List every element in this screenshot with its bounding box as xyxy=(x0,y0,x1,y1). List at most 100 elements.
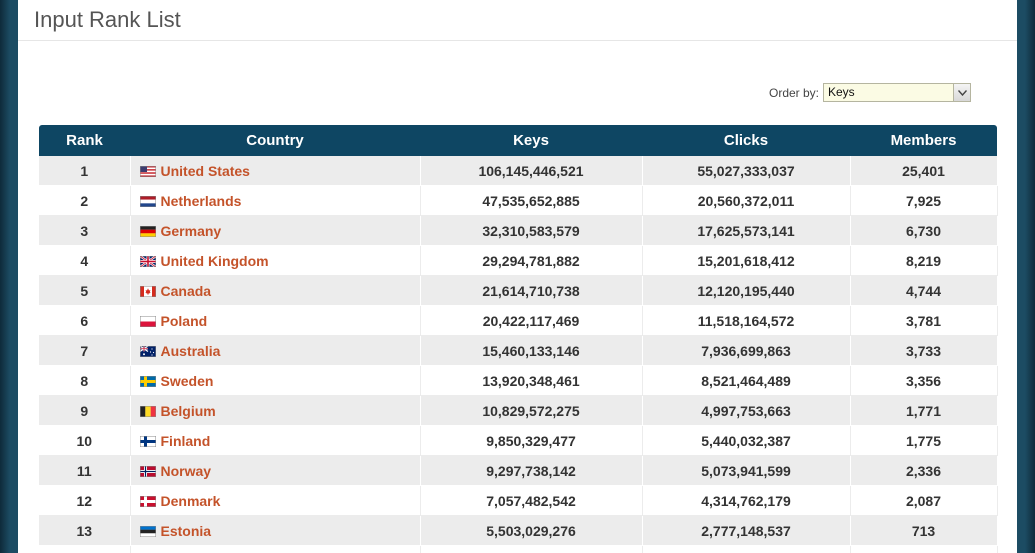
members-cell: 2,336 xyxy=(850,455,998,486)
clicks-cell xyxy=(642,545,851,553)
country-link[interactable]: Germany xyxy=(160,222,222,239)
clicks-cell: 17,625,573,141 xyxy=(642,215,851,246)
us-flag-icon xyxy=(139,163,161,179)
rank-cell: 12 xyxy=(39,485,131,516)
country-cell xyxy=(130,545,421,553)
column-header-rank[interactable]: Rank xyxy=(39,125,130,156)
ca-flag-icon xyxy=(139,283,161,299)
column-header-clicks[interactable]: Clicks xyxy=(642,125,850,156)
chevron-down-icon[interactable] xyxy=(953,84,970,101)
country-cell: Netherlands xyxy=(130,185,421,216)
nl-flag-icon xyxy=(139,193,161,209)
rank-cell: 9 xyxy=(39,395,131,426)
country-cell: Canada xyxy=(130,275,421,306)
members-cell: 3,733 xyxy=(850,335,998,366)
keys-cell xyxy=(420,545,643,553)
rank-cell: 11 xyxy=(39,455,131,486)
rank-cell xyxy=(39,545,131,553)
rank-table: Rank Country Keys Clicks Members 1 United… xyxy=(39,125,998,553)
keys-cell: 32,310,583,579 xyxy=(420,215,643,246)
keys-cell: 9,850,329,477 xyxy=(420,425,643,456)
column-header-country[interactable]: Country xyxy=(130,125,420,156)
gb-flag-icon xyxy=(139,253,161,269)
dk-flag-icon xyxy=(139,493,161,509)
no-flag-icon xyxy=(139,463,161,479)
members-cell: 8,219 xyxy=(850,245,998,276)
rank-cell: 13 xyxy=(39,515,131,546)
clicks-cell: 55,027,333,037 xyxy=(642,156,851,186)
table-body: 1 United States 106,145,446,521 55,027,333,… xyxy=(39,156,998,553)
rank-cell: 4 xyxy=(39,245,131,276)
au-flag-icon xyxy=(139,343,161,359)
country-cell: Australia xyxy=(130,335,421,366)
rank-cell: 7 xyxy=(39,335,131,366)
rank-cell: 6 xyxy=(39,305,131,336)
country-cell: United States xyxy=(130,156,421,186)
keys-cell: 47,535,652,885 xyxy=(420,185,643,216)
clicks-cell: 7,936,699,863 xyxy=(642,335,851,366)
country-link[interactable]: Denmark xyxy=(160,492,221,509)
content-panel: Input Rank List Order by: Keys Rank Coun… xyxy=(18,0,1017,553)
members-cell: 7,925 xyxy=(850,185,998,216)
country-cell: Norway xyxy=(130,455,421,486)
rank-cell: 3 xyxy=(39,215,131,246)
clicks-cell: 2,777,148,537 xyxy=(642,515,851,546)
members-cell: 3,356 xyxy=(850,365,998,396)
country-link[interactable]: Estonia xyxy=(160,522,212,539)
page-title: Input Rank List xyxy=(34,7,181,32)
clicks-cell: 5,440,032,387 xyxy=(642,425,851,456)
table-row: 10 Finland 9,850,329,477 5,440,032,387 1,775 xyxy=(39,425,998,456)
country-cell: Estonia xyxy=(130,515,421,546)
country-cell: Denmark xyxy=(130,485,421,516)
pl-flag-icon xyxy=(139,313,161,329)
country-link[interactable]: Netherlands xyxy=(160,192,242,209)
table-row: 8 Sweden 13,920,348,461 8,521,464,489 3,356 xyxy=(39,365,998,396)
country-link[interactable]: Sweden xyxy=(160,372,214,389)
clicks-cell: 12,120,195,440 xyxy=(642,275,851,306)
country-link[interactable]: Norway xyxy=(160,462,212,479)
members-cell: 25,401 xyxy=(850,156,998,186)
order-by-select[interactable]: Keys xyxy=(823,83,971,102)
country-cell: Germany xyxy=(130,215,421,246)
rank-cell: 2 xyxy=(39,185,131,216)
members-cell: 1,775 xyxy=(850,425,998,456)
clicks-cell: 8,521,464,489 xyxy=(642,365,851,396)
rank-cell: 8 xyxy=(39,365,131,396)
clicks-cell: 11,518,164,572 xyxy=(642,305,851,336)
keys-cell: 21,614,710,738 xyxy=(420,275,643,306)
fi-flag-icon xyxy=(139,433,161,449)
clicks-cell: 5,073,941,599 xyxy=(642,455,851,486)
country-link[interactable]: Finland xyxy=(160,432,211,449)
members-cell: 713 xyxy=(850,515,998,546)
table-header-row: Rank Country Keys Clicks Members xyxy=(39,125,997,156)
country-link[interactable]: United Kingdom xyxy=(160,252,269,269)
rank-cell: 5 xyxy=(39,275,131,306)
table-row: 1 United States 106,145,446,521 55,027,333,… xyxy=(39,156,998,186)
table-row: 6 Poland 20,422,117,469 11,518,164,572 3,781 xyxy=(39,305,998,336)
country-cell: United Kingdom xyxy=(130,245,421,276)
clicks-cell: 20,560,372,011 xyxy=(642,185,851,216)
table-row: 2 Netherlands 47,535,652,885 20,560,372,011… xyxy=(39,185,998,216)
country-link[interactable]: Belgium xyxy=(160,402,216,419)
members-cell: 4,744 xyxy=(850,275,998,306)
country-link[interactable]: United States xyxy=(160,162,250,179)
de-flag-icon xyxy=(139,223,161,239)
table-row: 13 Estonia 5,503,029,276 2,777,148,537 713 xyxy=(39,515,998,546)
table-row: 5 Canada 21,614,710,738 12,120,195,440 4,744 xyxy=(39,275,998,306)
column-header-members[interactable]: Members xyxy=(850,125,997,156)
table-row: 7 Australia 15,460,133,146 7,936,699,863 3,7… xyxy=(39,335,998,366)
country-cell: Belgium xyxy=(130,395,421,426)
keys-cell: 29,294,781,882 xyxy=(420,245,643,276)
table-row: 4 United Kingdom 29,294,781,882 15,201,618,… xyxy=(39,245,998,276)
column-header-keys[interactable]: Keys xyxy=(420,125,642,156)
country-link[interactable]: Australia xyxy=(160,342,221,359)
rank-cell: 1 xyxy=(39,156,131,186)
members-cell: 3,781 xyxy=(850,305,998,336)
keys-cell: 10,829,572,275 xyxy=(420,395,643,426)
country-link[interactable]: Poland xyxy=(160,312,208,329)
order-by-selected-value: Keys xyxy=(828,85,855,99)
country-link[interactable]: Canada xyxy=(160,282,212,299)
members-cell: 1,771 xyxy=(850,395,998,426)
table-row: 12 Denmark 7,057,482,542 4,314,762,179 2,087 xyxy=(39,485,998,516)
be-flag-icon xyxy=(139,403,161,419)
